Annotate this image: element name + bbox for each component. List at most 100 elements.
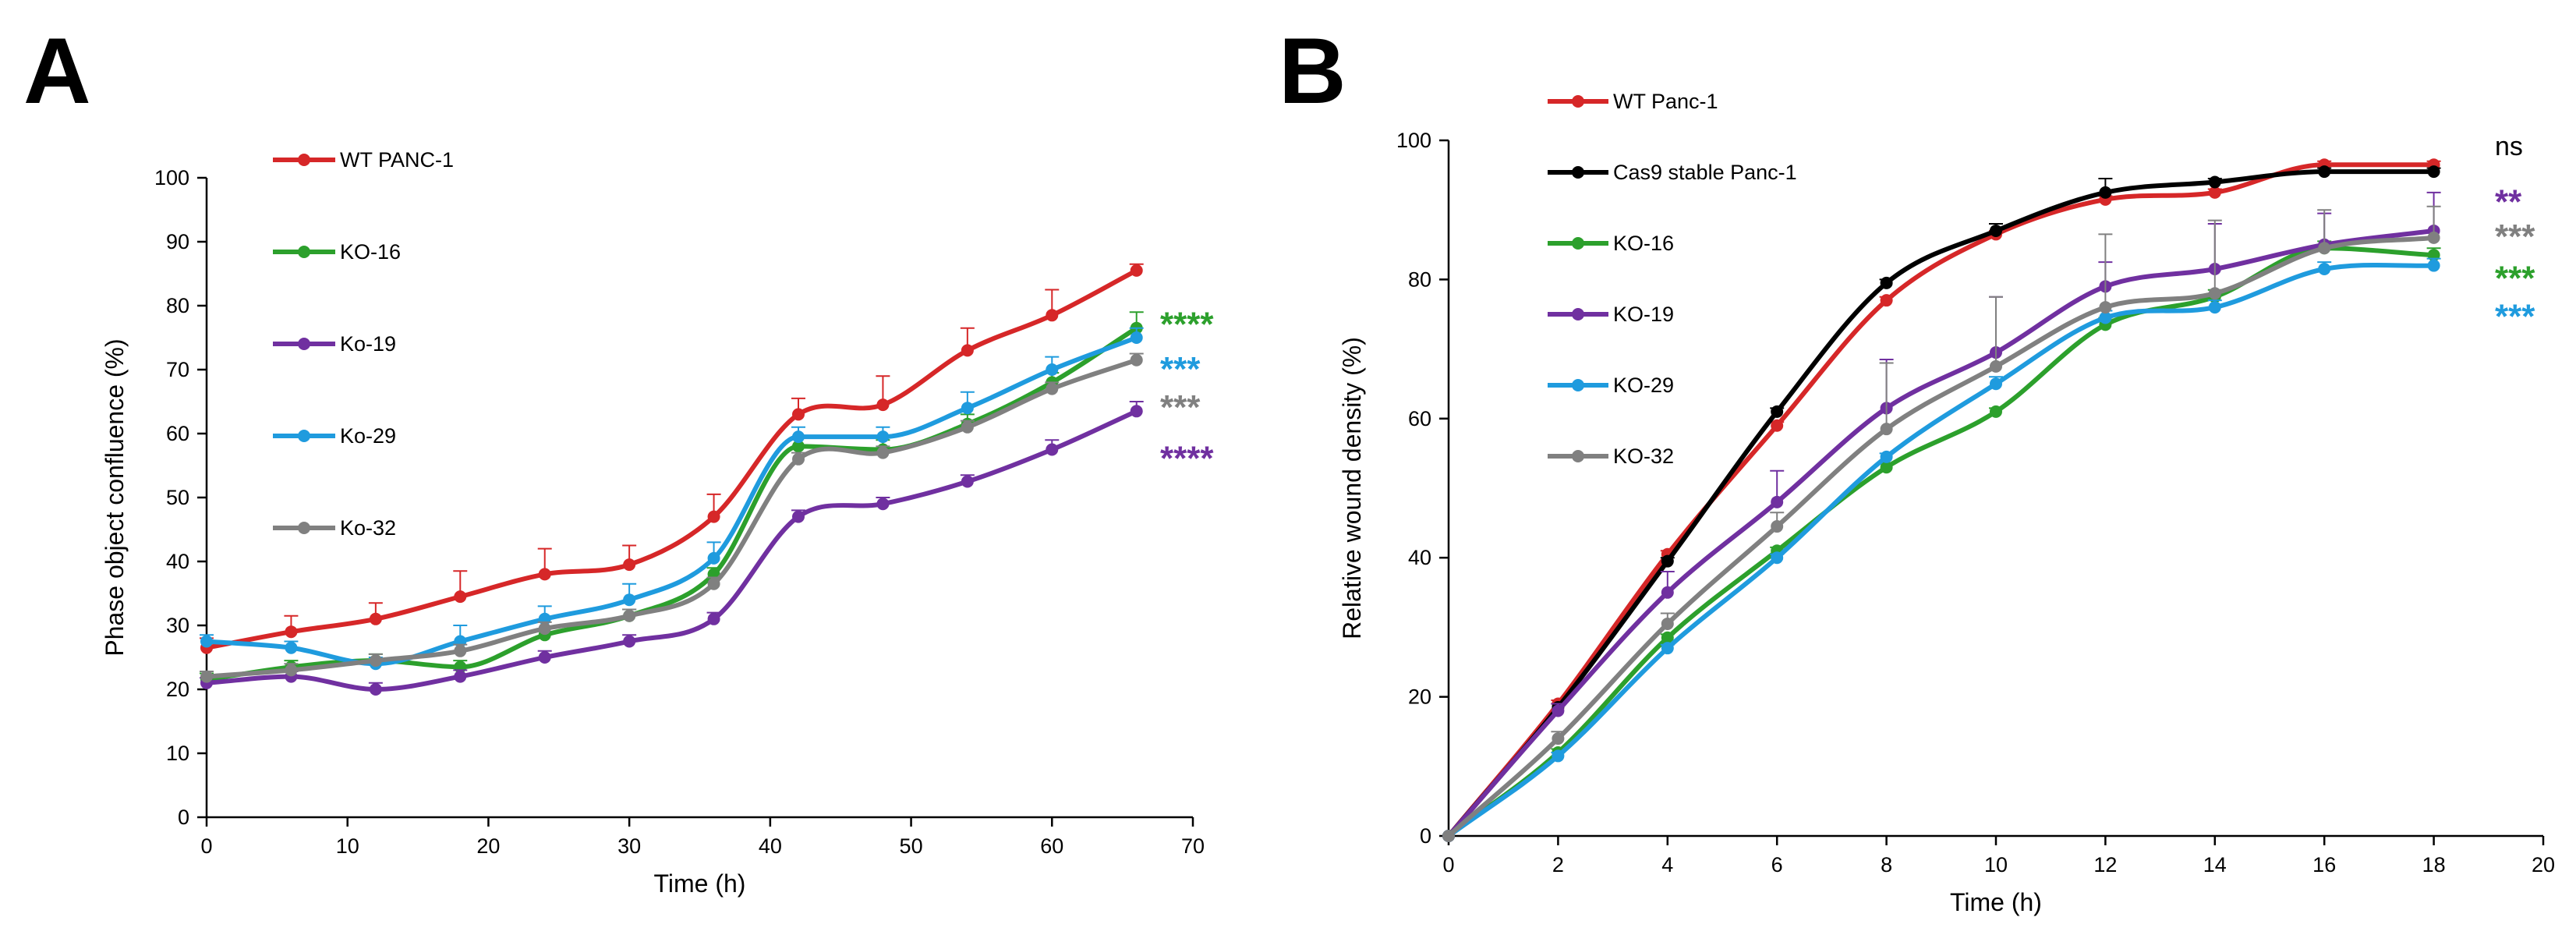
legend-label: KO-29 — [1613, 374, 1674, 397]
data-point — [1046, 309, 1059, 322]
series-ko-32 — [1442, 205, 2441, 842]
data-point — [1130, 353, 1143, 367]
data-point — [2208, 287, 2221, 300]
data-point — [1880, 461, 1893, 474]
data-point — [961, 402, 974, 415]
data-point — [285, 625, 298, 639]
series-ko-19 — [200, 401, 1144, 696]
data-point — [1552, 732, 1565, 745]
legend-swatch-marker — [298, 154, 310, 166]
y-tick-label: 60 — [1408, 407, 1431, 430]
significance-label: *** — [2495, 298, 2535, 336]
data-point — [961, 475, 974, 488]
data-point — [961, 420, 974, 434]
y-tick-label: 50 — [166, 486, 189, 509]
y-tick-label: 20 — [1408, 685, 1431, 709]
data-point — [2208, 186, 2221, 199]
data-point — [1552, 704, 1565, 717]
x-axis-title: Time (h) — [654, 869, 746, 898]
data-point — [2099, 301, 2112, 314]
x-tick-label: 10 — [336, 834, 359, 858]
data-point — [369, 654, 382, 668]
data-point — [2208, 175, 2221, 189]
legend-label: Ko-19 — [340, 332, 396, 356]
data-point — [1046, 382, 1059, 395]
x-tick-label: 8 — [1881, 853, 1892, 876]
data-point — [792, 430, 805, 444]
data-point — [876, 446, 890, 459]
significance-label: **** — [1160, 440, 1214, 478]
data-point — [200, 635, 213, 648]
data-point — [1661, 554, 1674, 568]
y-tick-label: 100 — [154, 166, 189, 189]
series-line — [1446, 235, 2436, 838]
data-point — [538, 651, 551, 664]
y-tick-label: 40 — [166, 550, 189, 573]
series-line — [204, 325, 1139, 682]
data-point — [1990, 359, 2002, 373]
legend-label: Ko-32 — [340, 516, 396, 540]
data-point — [792, 452, 805, 466]
data-point — [1771, 520, 1784, 533]
legend-swatch-marker — [1572, 95, 1584, 108]
data-point — [1990, 405, 2002, 418]
data-point — [2318, 165, 2331, 179]
y-tick-label: 90 — [166, 230, 189, 253]
x-tick-label: 20 — [2532, 853, 2555, 876]
x-tick-label: 50 — [900, 834, 923, 858]
data-point — [792, 408, 805, 421]
chart-a: 0 10 20 30 40 50 60 70 80 90 100 0 10 20 30 40 50 60 70 Tim… — [101, 148, 1214, 898]
data-point — [1046, 443, 1059, 456]
data-point — [707, 577, 720, 590]
x-tick-label: 16 — [2312, 853, 2336, 876]
data-point — [623, 609, 636, 622]
series-line — [1446, 162, 2436, 838]
data-point — [1880, 294, 1893, 307]
data-point — [792, 510, 805, 523]
legend-swatch-marker — [298, 338, 310, 350]
significance-label: *** — [2495, 218, 2535, 256]
x-tick-label: 60 — [1040, 834, 1063, 858]
y-tick-label: 40 — [1408, 546, 1431, 569]
y-tick-label: 60 — [166, 422, 189, 445]
data-point — [707, 510, 720, 523]
data-point — [1771, 495, 1784, 508]
series-ko-29 — [1442, 257, 2441, 842]
legend-swatch-marker — [1572, 450, 1584, 462]
series-line — [1446, 246, 2436, 838]
x-tick-label: 12 — [2093, 853, 2117, 876]
legend-swatch-marker — [298, 246, 310, 258]
data-point — [2427, 165, 2440, 179]
data-point — [285, 641, 298, 654]
data-point — [1880, 450, 1893, 463]
x-tick-label: 30 — [617, 834, 641, 858]
series-line — [204, 267, 1139, 650]
x-tick-label: 2 — [1552, 853, 1564, 876]
series-ko-19 — [1442, 191, 2441, 842]
data-point — [876, 430, 890, 444]
data-point — [2427, 231, 2440, 244]
x-tick-label: 0 — [200, 834, 212, 858]
data-point — [2427, 259, 2440, 272]
data-point — [1552, 749, 1565, 763]
data-point — [1130, 264, 1143, 277]
series-line — [1446, 169, 2436, 838]
significance-label: *** — [2495, 259, 2535, 297]
data-point — [623, 558, 636, 572]
y-axis-title: Phase object confluence (%) — [101, 338, 129, 656]
data-point — [1771, 551, 1784, 565]
series-ko-16 — [200, 311, 1144, 686]
data-point — [285, 664, 298, 677]
legend-label: Ko-29 — [340, 424, 396, 448]
x-tick-label: 20 — [476, 834, 500, 858]
legend-label: WT Panc-1 — [1613, 90, 1718, 113]
series-line — [1446, 262, 2436, 838]
data-point — [1880, 423, 1893, 436]
data-point — [792, 440, 805, 453]
data-point — [2099, 186, 2112, 199]
series-line — [204, 409, 1139, 692]
legend-swatch-marker — [1572, 308, 1584, 320]
y-axis-title: Relative wound density (%) — [1338, 337, 1366, 639]
data-point — [1442, 830, 1455, 842]
